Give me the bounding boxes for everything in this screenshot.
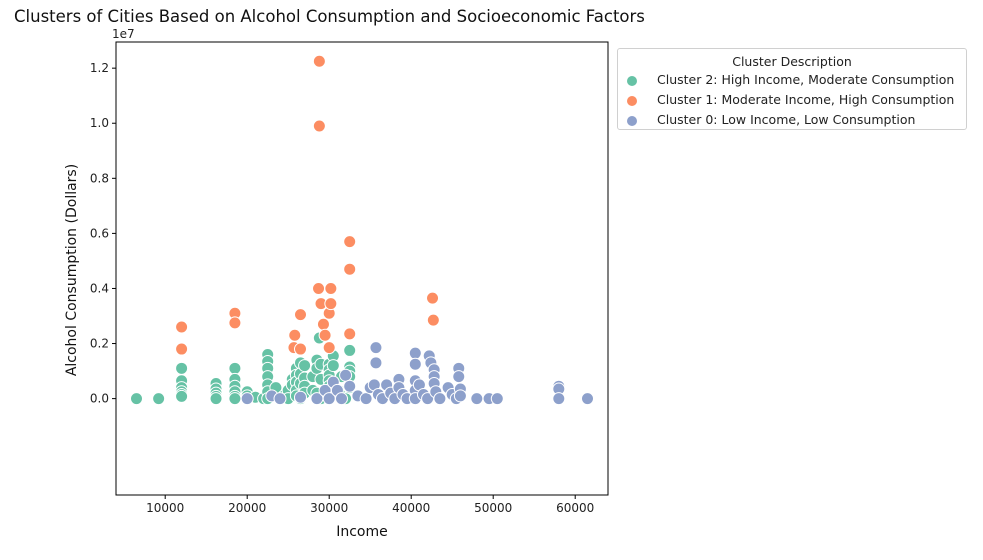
data-point-series-0 (175, 361, 189, 375)
data-point-series-1 (312, 281, 326, 295)
data-point-series-2 (294, 390, 307, 404)
data-point-series-0 (130, 392, 143, 406)
chart-title: Clusters of Cities Based on Alcohol Cons… (14, 7, 645, 26)
legend-marker-cluster-0 (627, 116, 637, 126)
data-points (130, 54, 594, 406)
data-point-series-0 (209, 392, 223, 406)
data-point-series-2 (273, 392, 287, 406)
data-point-series-1 (322, 341, 336, 355)
y-offset-label: 1e7 (112, 27, 135, 41)
legend-marker-cluster-2 (627, 76, 637, 86)
data-point-series-2 (453, 389, 467, 403)
data-point-series-1 (288, 328, 302, 342)
y-axis-label: Alcohol Consumption (Dollars) (64, 164, 80, 376)
data-point-series-2 (452, 370, 466, 384)
data-point-series-0 (175, 389, 189, 403)
y-tick-label: 0.4 (90, 281, 109, 295)
data-point-series-2 (581, 392, 594, 406)
data-point-series-1 (343, 235, 357, 249)
data-point-series-1 (175, 320, 189, 334)
legend-title: Cluster Description (732, 54, 852, 69)
data-point-series-2 (408, 346, 422, 360)
data-point-series-2 (433, 392, 447, 406)
data-point-series-2 (339, 368, 353, 382)
data-point-series-2 (470, 392, 484, 406)
data-point-series-2 (408, 357, 422, 371)
legend-label-cluster-2: Cluster 2: High Income, Moderate Consump… (657, 72, 955, 87)
data-point-series-1 (318, 328, 332, 342)
y-tick-label: 0.6 (90, 226, 109, 240)
y-tick-label: 0.2 (90, 337, 109, 351)
data-point-series-2 (369, 341, 383, 355)
data-point-series-1 (312, 119, 326, 133)
x-tick-label: 50000 (474, 501, 512, 515)
data-point-series-2 (369, 356, 383, 370)
x-tick-label: 10000 (146, 501, 184, 515)
data-point-series-1 (343, 327, 357, 341)
data-point-series-0 (343, 343, 357, 357)
x-tick-label: 20000 (228, 501, 266, 515)
data-point-series-1 (324, 297, 338, 311)
data-point-series-0 (298, 359, 312, 373)
y-tick-label: 1.0 (90, 116, 109, 130)
data-point-series-0 (228, 361, 242, 375)
x-tick-label: 40000 (392, 501, 430, 515)
data-point-series-1 (316, 317, 330, 331)
data-point-series-2 (240, 392, 254, 406)
y-tick-label: 0.0 (90, 392, 109, 406)
data-point-series-1 (426, 291, 440, 305)
y-tick-label: 0.8 (90, 171, 109, 185)
y-axis-ticks: 0.0 0.2 0.4 0.6 0.8 1.0 1.2 (90, 61, 116, 406)
data-point-series-2 (335, 392, 348, 406)
data-point-series-2 (359, 392, 373, 406)
data-point-series-1 (426, 313, 440, 327)
data-point-series-0 (326, 359, 340, 373)
data-point-series-1 (343, 262, 357, 276)
data-point-series-1 (294, 342, 307, 356)
x-axis-label: Income (336, 524, 388, 540)
data-point-series-1 (294, 308, 307, 322)
data-point-series-1 (228, 316, 242, 330)
data-point-series-1 (324, 281, 338, 295)
x-tick-label: 30000 (310, 501, 348, 515)
legend-label-cluster-0: Cluster 0: Low Income, Low Consumption (657, 112, 916, 127)
x-axis-ticks: 10000 20000 30000 40000 50000 60000 (146, 495, 594, 515)
legend-marker-cluster-1 (627, 96, 637, 106)
data-point-series-2 (552, 392, 566, 406)
data-point-series-1 (312, 54, 326, 68)
legend: Cluster Description Cluster 2: High Inco… (617, 48, 967, 130)
plot-area-frame (115, 41, 609, 496)
data-point-series-2 (343, 379, 357, 393)
x-tick-label: 60000 (556, 501, 594, 515)
data-point-series-1 (175, 342, 189, 356)
data-point-series-0 (228, 392, 242, 406)
data-point-series-2 (490, 392, 504, 406)
legend-label-cluster-1: Cluster 1: Moderate Income, High Consump… (657, 92, 955, 107)
y-tick-label: 1.2 (90, 61, 109, 75)
data-point-series-0 (152, 392, 166, 406)
